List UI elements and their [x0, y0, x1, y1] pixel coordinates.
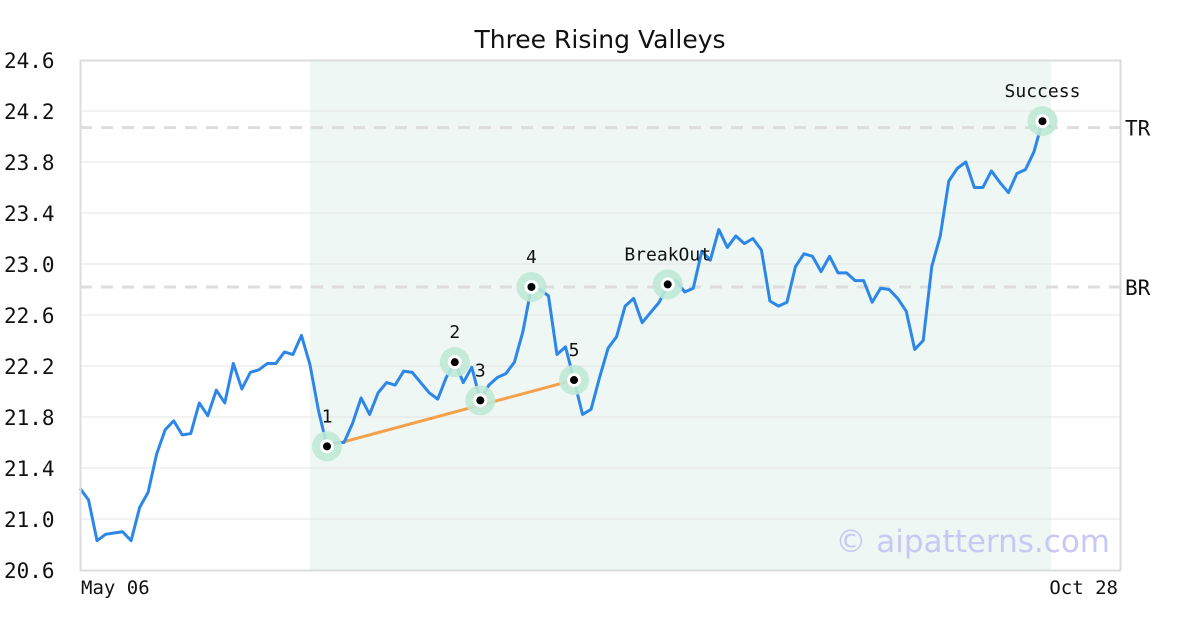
- y-tick-label: 21.8: [4, 406, 55, 430]
- x-tick-label: Oct 28: [1049, 577, 1118, 599]
- price-line: [78, 119, 1052, 543]
- marker-dot: [450, 358, 459, 367]
- support-trendline: [326, 378, 575, 448]
- marker-label-1: 1: [322, 406, 333, 427]
- marker-label-2: 2: [449, 322, 460, 343]
- marker-label-4: 4: [526, 247, 537, 268]
- marker-dot: [527, 282, 536, 291]
- marker-dot: [663, 280, 672, 289]
- marker-dot: [570, 376, 579, 385]
- x-tick-label: May 06: [81, 577, 150, 599]
- level-label: BR: [1125, 276, 1151, 300]
- level-label: TR: [1125, 117, 1151, 141]
- y-tick-label: 20.6: [4, 559, 55, 583]
- marker-dot: [323, 442, 332, 451]
- y-tick-label: 22.6: [4, 304, 55, 328]
- marker-label-3: 3: [475, 360, 486, 381]
- marker-dot: [1038, 117, 1047, 126]
- y-tick-label: 24.6: [4, 49, 55, 73]
- marker-dot: [476, 396, 485, 405]
- marker-label-success: Success: [1005, 81, 1081, 102]
- y-tick-label: 23.8: [4, 151, 55, 175]
- y-tick-label: 21.0: [4, 508, 55, 532]
- plot-frame: [79, 59, 1122, 572]
- y-tick-label: 21.4: [4, 457, 55, 481]
- marker-label-5: 5: [569, 340, 580, 361]
- chart-title: Three Rising Valleys: [473, 25, 725, 54]
- y-tick-label: 22.2: [4, 355, 55, 379]
- marker-label-breakout: BreakOut: [624, 244, 711, 265]
- y-tick-label: 23.4: [4, 202, 55, 226]
- y-tick-label: 23.0: [4, 253, 55, 277]
- watermark: © aipatterns.com: [835, 524, 1110, 560]
- y-tick-label: 24.2: [4, 100, 55, 124]
